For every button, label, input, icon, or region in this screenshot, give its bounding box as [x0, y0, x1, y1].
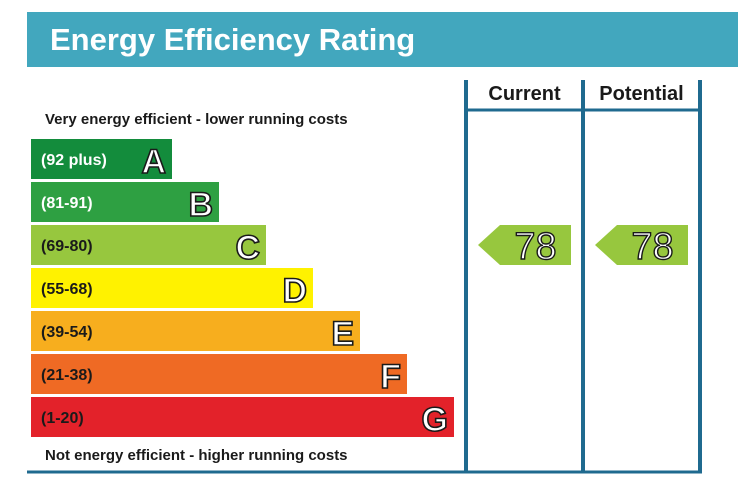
- column-header-potential: Potential: [599, 83, 683, 105]
- rating-value-potential: 78: [631, 226, 673, 268]
- band-bar-e: [31, 311, 360, 351]
- band-letter: A: [141, 143, 166, 181]
- band-letter: C: [235, 229, 260, 267]
- band-range-label: (69-80): [41, 238, 93, 255]
- chart-title: Energy Efficiency Rating: [50, 22, 415, 57]
- band-letter: B: [188, 186, 213, 224]
- band-range-label: (1-20): [41, 410, 84, 427]
- rating-columns-frame: Current Potential: [27, 80, 702, 474]
- band-range-label: (39-54): [41, 324, 93, 341]
- band-range-label: (92 plus): [41, 152, 107, 169]
- band-range-label: (81-91): [41, 195, 93, 212]
- band-letter: E: [331, 315, 354, 353]
- band-range-label: (21-38): [41, 367, 93, 384]
- band-letter: D: [282, 272, 307, 310]
- band-range-label: (55-68): [41, 281, 93, 298]
- band-letter: F: [380, 358, 401, 396]
- rating-arrow-current: [478, 225, 571, 265]
- rating-arrows: 78 78: [478, 225, 688, 269]
- band-bar-c: [31, 225, 266, 265]
- bottom-note: Not energy efficient - higher running co…: [45, 447, 348, 464]
- band-bar-f: [31, 354, 407, 394]
- band-bar-b: [31, 182, 219, 222]
- band-bar-g: [31, 397, 454, 437]
- rating-value-current: 78: [514, 226, 556, 268]
- title-banner: [27, 12, 738, 67]
- band-bar-a: [31, 139, 172, 179]
- band-bar-d: [31, 268, 313, 308]
- band-bars: (92 plus) A (81-91) B (69-80) C (55-68) D (39-54…: [31, 139, 454, 440]
- band-letter: G: [422, 401, 448, 439]
- top-note: Very energy efficient - lower running co…: [45, 111, 348, 128]
- column-header-current: Current: [488, 83, 561, 105]
- rating-arrow-potential: [595, 225, 688, 265]
